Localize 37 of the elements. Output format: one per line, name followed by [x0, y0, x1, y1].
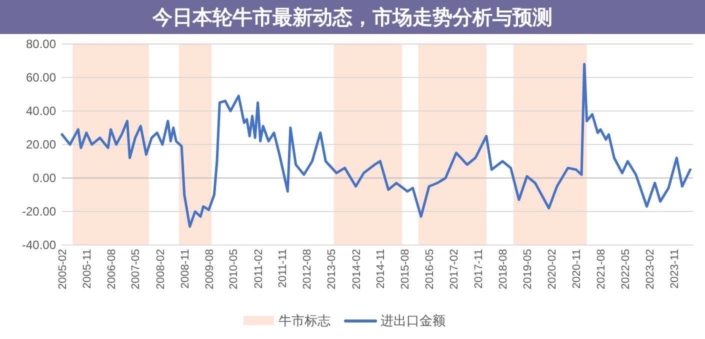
y-tick-label: -40.00 [22, 238, 56, 252]
x-tick-label: 2005-02 [57, 249, 69, 290]
legend-label: 进出口金额 [380, 313, 446, 328]
x-tick-label: 2018-08 [498, 249, 510, 290]
x-tick-label: 2009-08 [204, 249, 216, 290]
y-tick-label: 0.00 [32, 171, 56, 185]
x-tick-label: 2007-05 [130, 249, 142, 290]
x-tick-label: 2014-11 [375, 249, 388, 289]
x-tick-label: 2005-11 [81, 249, 94, 289]
x-tick-label: 2017-02 [448, 249, 461, 290]
x-tick-label: 2015-08 [400, 249, 412, 290]
x-tick-label: 2008-11 [179, 249, 192, 289]
y-tick-label: 40.00 [26, 104, 56, 118]
x-tick-label: 2020-02 [546, 249, 559, 290]
x-tick-label: 2019-05 [522, 249, 534, 290]
x-tick-label: 2022-05 [620, 249, 632, 290]
y-tick-label: 80.00 [26, 37, 56, 51]
chart-title: 今日本轮牛市最新动态，市场走势分析与预测 [152, 6, 552, 29]
legend-label: 牛市标志 [278, 313, 330, 328]
line-series [60, 62, 692, 228]
y-tick-label: -20.00 [22, 204, 56, 218]
x-tick-label: 2021-08 [595, 249, 608, 290]
x-tick-label: 2011-02 [252, 249, 265, 289]
x-tick-label: 2013-05 [326, 249, 338, 290]
x-tick-label: 2017-11 [473, 249, 486, 289]
y-tick-label: 20.00 [26, 138, 56, 152]
x-tick-label: 2023-11 [668, 249, 681, 289]
x-tick-label: 2010-05 [228, 249, 240, 290]
x-tick-label: 2006-08 [106, 249, 118, 290]
y-tick-label: 60.00 [26, 70, 56, 84]
x-tick-label: 2023-02 [644, 249, 657, 290]
x-tick-label: 2011-11 [277, 249, 290, 288]
x-tick-label: 2016-05 [424, 249, 436, 290]
x-tick-label: 2020-11 [571, 249, 584, 289]
x-tick-label: 2012-08 [302, 249, 314, 290]
x-tick-label: 2014-02 [350, 249, 363, 290]
x-tick-label: 2008-02 [154, 249, 167, 290]
